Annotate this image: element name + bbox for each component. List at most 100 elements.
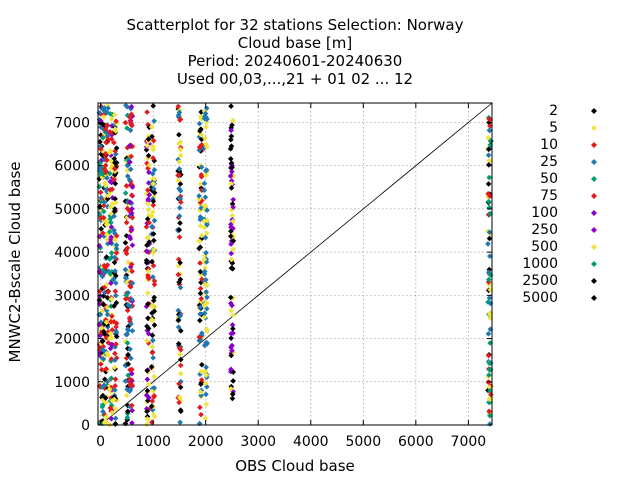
scatter-point [149,133,155,140]
scatter-point [176,380,182,387]
legend-label: 500 [531,239,558,255]
scatter-point [112,288,119,294]
scatter-point [104,378,111,385]
scatter-point [197,389,204,395]
scatter-point [176,166,183,172]
scatter-point [111,176,118,183]
scatter-point [201,224,208,231]
scatter-point [229,347,235,354]
scatter-point [129,407,135,414]
plot-frame [97,102,493,426]
scatter-point [177,328,184,334]
scatter-point [124,173,131,179]
scatter-point [486,204,493,211]
scatter-point [127,119,134,126]
legend-marker [591,125,597,131]
scatter-point [99,417,106,424]
scatter-point [176,227,183,233]
scatter-point [203,305,210,312]
scatter-point [150,355,156,361]
scatter-point [150,231,157,237]
scatter-point [124,414,131,421]
scatter-point [145,201,151,207]
scatter-point [143,392,150,398]
scatter-point [176,140,182,147]
scatter-point [97,160,103,166]
scatter-point [104,311,111,318]
scatter-point [177,139,184,145]
scatter-point [129,184,136,190]
scatter-point [113,250,120,256]
scatter-point [97,189,104,196]
scatter-point [198,295,205,302]
scatter-point [112,415,119,422]
scatter-point [100,293,107,299]
scatter-point [125,157,131,164]
legend-marker [591,142,597,148]
scatter-point [122,275,129,281]
scatter-point [113,242,120,248]
scatter-point [203,124,209,131]
scatter-point [98,366,105,373]
scatter-point [175,177,182,184]
scatter-point [487,391,494,398]
scatter-point [151,392,158,399]
scatter-point [125,259,132,266]
scatter-point [102,198,108,205]
scatter-point [123,183,130,189]
scatter-point [97,233,103,239]
scatter-point [144,338,150,344]
scatter-point [228,335,234,341]
scatter-point [151,217,158,224]
scatter-point [107,204,114,211]
legend-marker [591,193,597,199]
scatter-point [127,318,133,325]
scatter-point [128,153,134,160]
scatter-point [111,318,117,325]
scatter-point [122,378,129,384]
x-axis-ticks: 0 1000 2000 3000 4000 5000 6000 7000 [96,103,486,450]
scatter-point [151,294,158,301]
scatter-point [107,189,113,196]
scatter-point [128,261,135,268]
scatter-point [125,372,131,379]
scatter-point [204,144,210,150]
scatter-point [228,241,234,247]
scatter-point [112,387,118,393]
scatter-point [227,156,234,162]
scatter-point [228,181,235,187]
scatter-point [123,392,130,399]
scatter-point [486,372,492,378]
scatter-point [176,234,183,240]
scatter-point [203,289,210,295]
scatter-point [148,403,155,410]
scatter-point [145,340,152,346]
scatter-point [100,135,106,141]
scatter-point [109,398,116,404]
scatter-point [228,366,234,373]
scatter-point [98,198,104,205]
scatter-point [198,381,204,388]
legend-marker [591,159,597,165]
scatter-point [97,203,103,210]
scatter-point [108,234,114,240]
scatter-point [487,340,493,346]
scatter-point [127,376,133,383]
scatter-point [105,339,112,346]
scatter-point [228,127,234,134]
chart-title: Scatterplot for 32 stations Selection: N… [127,16,464,88]
scatter-point [199,361,205,368]
scatter-point [109,130,115,136]
scatter-point [98,194,105,201]
scatter-point [111,213,117,220]
scatter-point [104,304,111,311]
scatter-point [99,338,106,344]
scatter-point [100,301,107,308]
scatter-point [112,268,118,274]
scatter-point [202,252,208,259]
scatter-point [144,235,150,241]
scatter-point [486,366,493,373]
scatter-point [111,254,118,261]
scatter-point [122,119,129,126]
